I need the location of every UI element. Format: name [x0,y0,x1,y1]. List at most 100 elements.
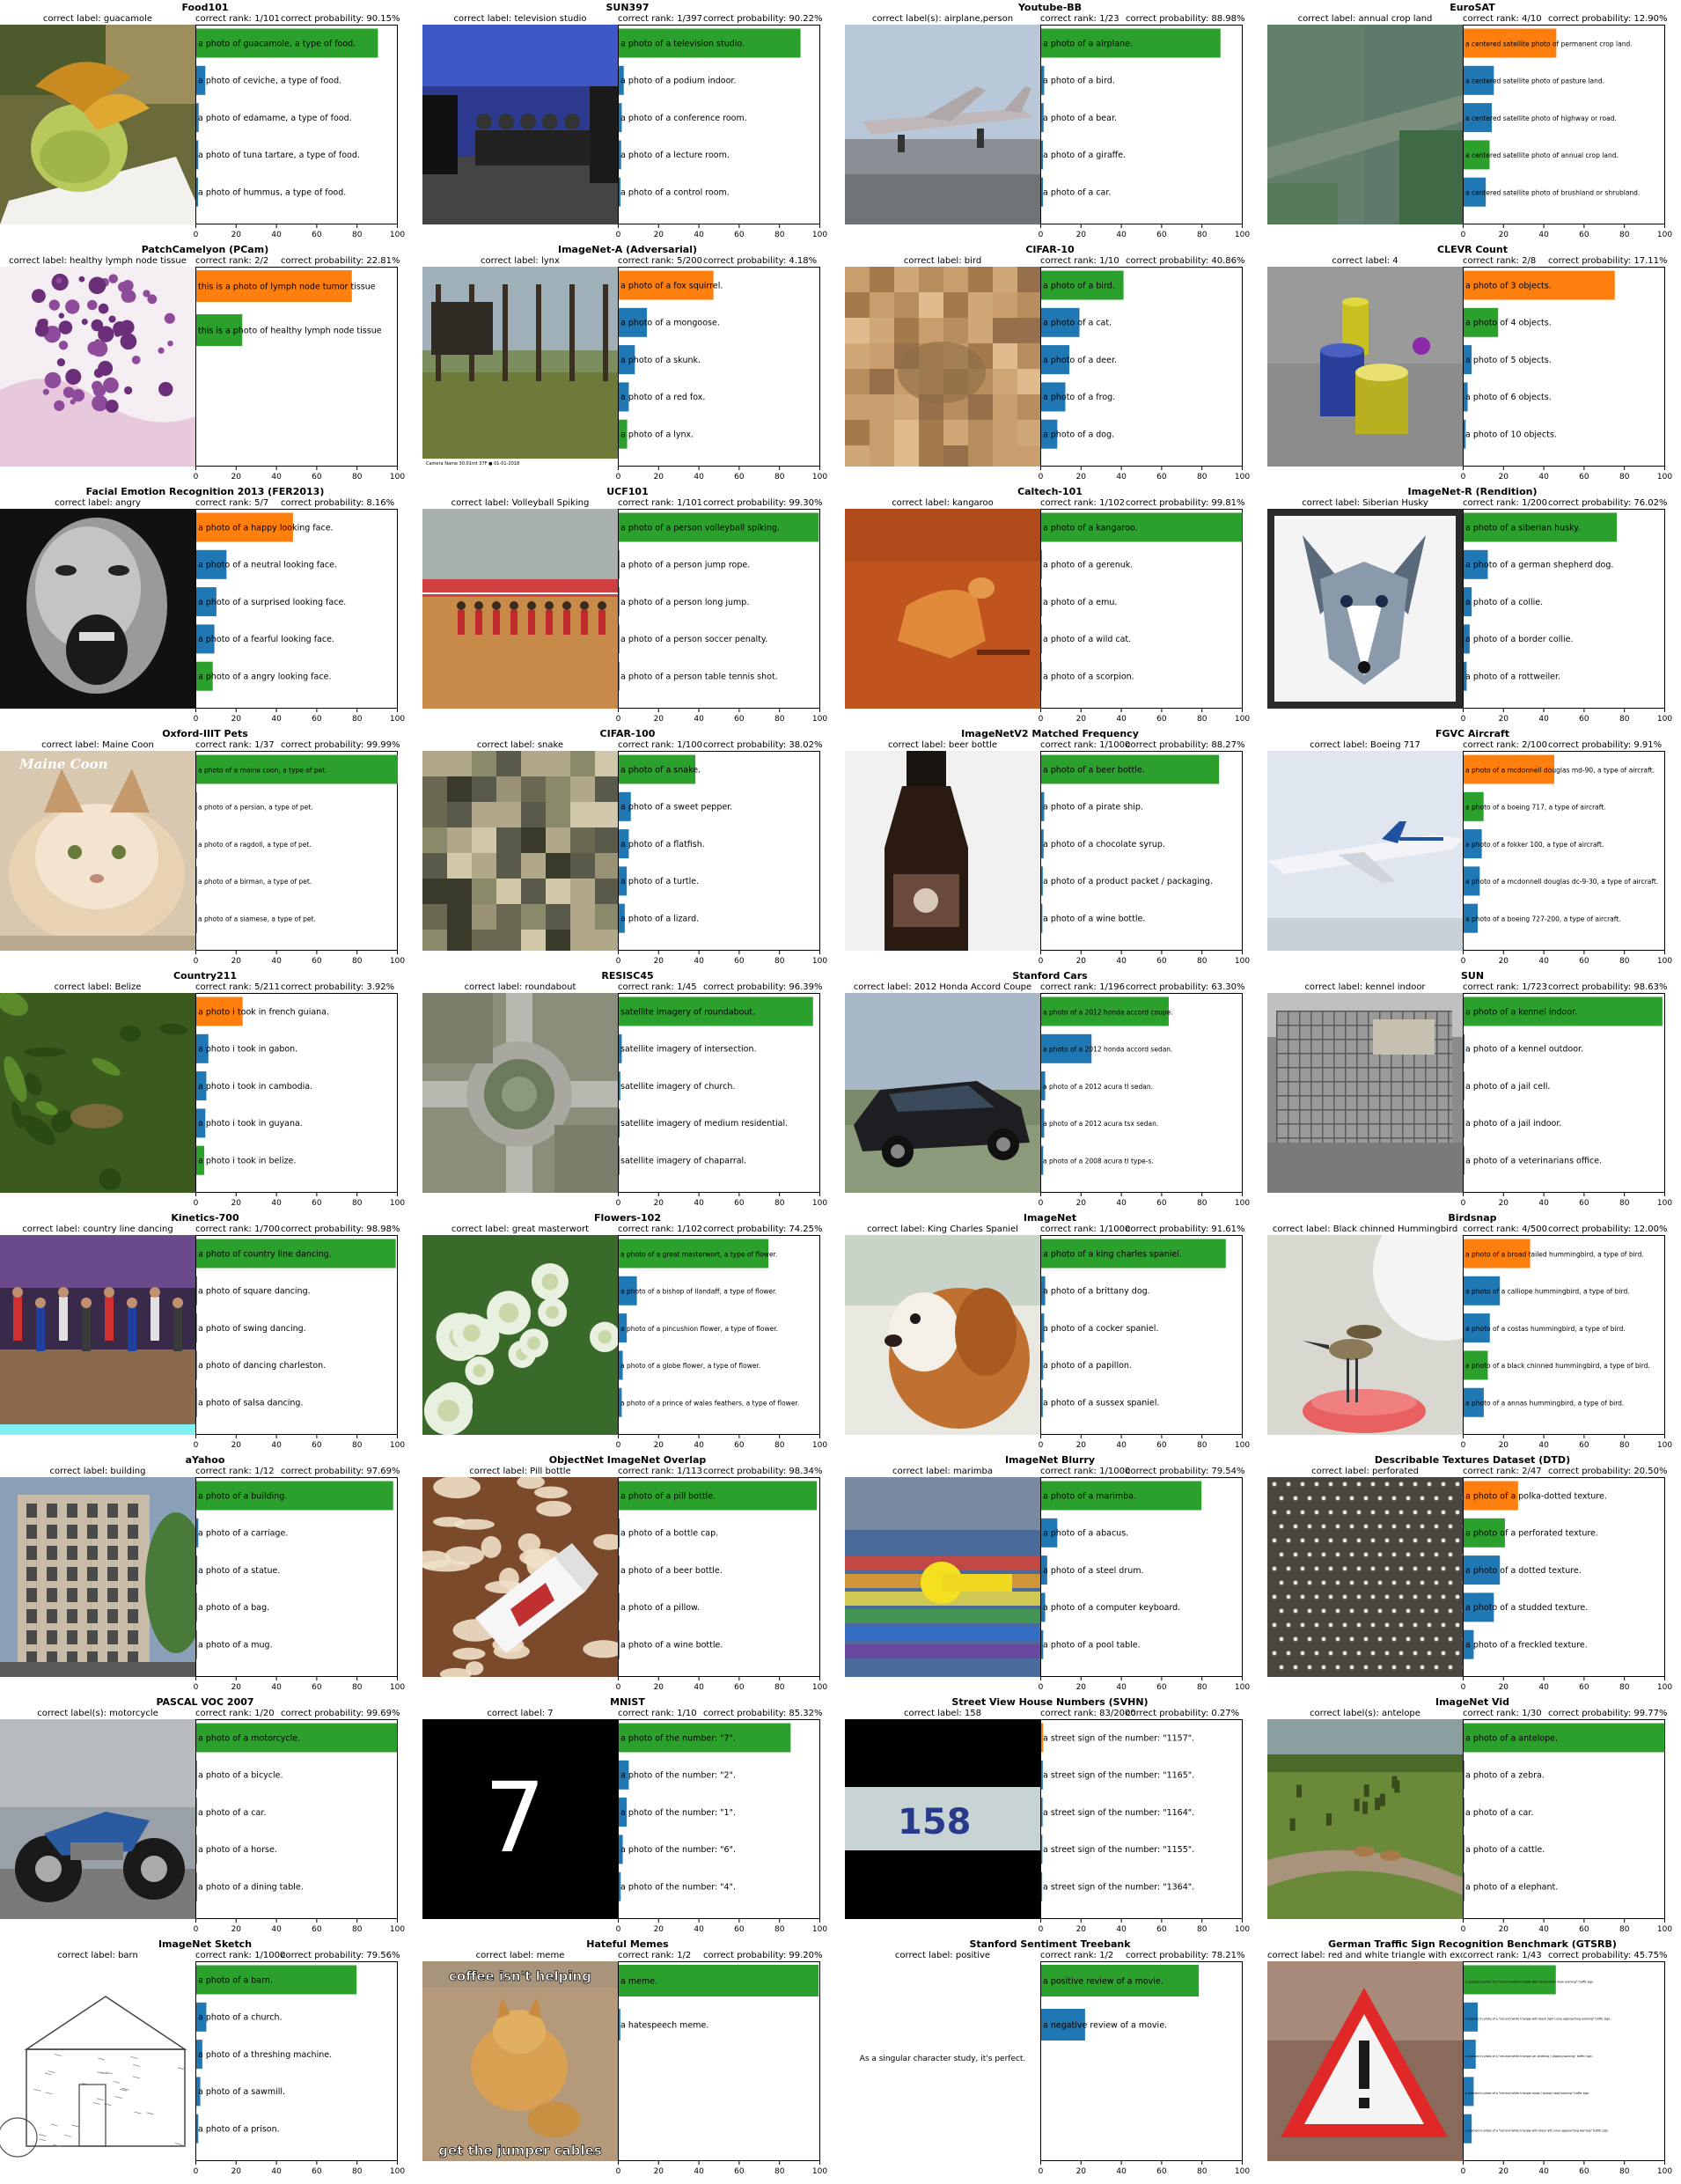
panel-title: PASCAL VOC 2007 [156,1696,254,1708]
bar-label: a photo of a bishop of llandaff, a type … [620,1288,777,1296]
probability-bar [196,270,352,302]
sample-image [0,1961,195,2161]
correct-probability: correct probability: 88.27% [1126,740,1245,750]
x-tick-label: 60 [734,231,745,239]
axes-frame [1040,1477,1243,1677]
probability-bar [1464,177,1486,207]
probability-bar [196,1239,396,1268]
image-caption-text: 158 [898,1802,972,1842]
bar-label: a photo of a papillon. [1043,1361,1132,1371]
bar-label: a photo of a emu. [1043,598,1117,607]
x-tick-label: 60 [1579,1199,1589,1208]
probability-bar-chart: a photo of a 2012 honda accord coupe. a p… [1039,993,1250,1208]
panel-title: CLEVR Count [1437,244,1508,255]
x-tick-label: 20 [1076,1925,1087,1934]
x-tick-label: 20 [1076,1199,1087,1208]
correct-probability: correct probability: 79.56% [281,1951,400,1960]
x-tick-label: 100 [390,231,405,239]
bar-label: a photo of a gerenuk. [1043,561,1133,570]
x-tick-label: 100 [812,473,827,482]
correct-probability: correct probability: 88.98% [1126,14,1245,24]
probability-bar [619,1518,620,1548]
correct-probability: correct probability: 63.30% [1126,982,1245,992]
probability-bar [619,270,714,300]
x-tick-label: 0 [616,1441,621,1450]
probability-bar [1464,28,1557,58]
panel-title: Stanford Sentiment Treebank [969,1938,1131,1950]
dataset-panel: Hateful Memes correct label: meme correct … [422,1937,836,2179]
sample-image [845,509,1040,709]
panel-title: ObjectNet ImageNet Overlap [548,1454,707,1466]
bar-label: a photo of a lynx. [620,430,694,440]
bar-label: a photo of a mug. [198,1641,273,1651]
x-tick-label: 60 [312,231,322,239]
correct-label: correct label: Black chinned Hummingbird [1272,1224,1458,1234]
x-tick-label: 40 [271,2167,282,2176]
correct-label: correct label: perforated [1311,1467,1419,1476]
x-tick-label: 60 [1579,2167,1589,2176]
panel-title: PatchCamelyon (PCam) [141,244,269,255]
x-tick-label: 80 [774,231,785,239]
bar-label: a photo of a mongoose. [620,319,720,328]
bar-label: a photo of a car. [198,1808,266,1818]
bar-label: a street sign of the number: "1155". [1043,1845,1194,1855]
bar-label: a photo of a threshing machine. [198,2050,332,2060]
probability-bar [196,2002,207,2032]
x-tick-label: 100 [390,1441,405,1450]
x-tick-label: 0 [194,231,199,239]
x-tick-label: 40 [1538,231,1549,239]
probability-bar [1464,866,1480,896]
panel-title: ImageNet Sketch [158,1938,253,1950]
panel-title: ImageNet [1023,1212,1077,1224]
x-tick-label: 40 [694,231,704,239]
x-tick-label: 40 [1538,1441,1549,1450]
x-tick-label: 100 [1657,2167,1672,2176]
bar-label: a photo of a kennel indoor. [1465,1007,1577,1017]
x-tick-label: 20 [654,1441,664,1450]
x-tick-label: 80 [1197,473,1208,482]
probability-bar [619,140,621,170]
sample-image [422,751,618,951]
x-tick-label: 100 [812,2167,827,2176]
axes-frame [618,1477,820,1677]
correct-label: correct label: kennel indoor [1304,982,1426,992]
correct-probability: correct probability: 4.18% [703,256,818,266]
x-tick-label: 80 [1197,715,1208,724]
x-tick-label: 20 [1076,473,1087,482]
bar-label: satellite imagery of chaparral. [620,1157,746,1166]
x-tick-label: 60 [1156,1683,1167,1692]
probability-bar [1041,1723,1044,1753]
bar-label: a photo of a barn. [198,1975,273,1985]
probability-bar-chart: a photo of a building. a photo of a carri… [194,1477,405,1692]
probability-bar [1041,624,1042,654]
correct-label: correct label: 158 [903,1709,981,1718]
correct-probability: correct probability: 74.25% [703,1224,823,1234]
correct-rank: correct rank: 5/7 [195,498,269,508]
correct-label: correct label: 7 [487,1709,554,1718]
x-tick-label: 100 [390,715,405,724]
probability-bar [196,28,378,58]
bar-label: a photo of a prison. [198,2125,280,2135]
bar-label: a photo of a dining table. [198,1883,304,1893]
correct-label: correct label: Pill bottle [469,1467,571,1476]
x-tick-label: 0 [616,231,621,239]
x-tick-label: 80 [352,231,363,239]
x-tick-label: 40 [694,2167,704,2176]
sample-image [1267,1719,1463,1919]
probability-bar [1464,791,1484,821]
axes-frame [618,25,820,224]
probability-bar [1464,1239,1531,1268]
x-tick-label: 40 [1116,1925,1127,1934]
panel-title: RESISC45 [601,970,654,982]
panel-title: Caltech-101 [1017,486,1083,497]
bar-label: a photo of a car. [1465,1808,1533,1818]
bar-label: a photo of 3 objects. [1465,281,1552,290]
x-tick-label: 100 [1235,1683,1250,1692]
sample-image: Maine Coon [0,751,195,951]
x-tick-label: 60 [734,1925,745,1934]
dataset-panel: Stanford Sentiment Treebank correct label… [845,1937,1259,2179]
x-tick-label: 100 [812,231,827,239]
probability-bar [1464,2114,1472,2144]
correct-probability: correct probability: 99.99% [281,740,400,750]
bar-label: a photo of a carriage. [198,1529,288,1539]
